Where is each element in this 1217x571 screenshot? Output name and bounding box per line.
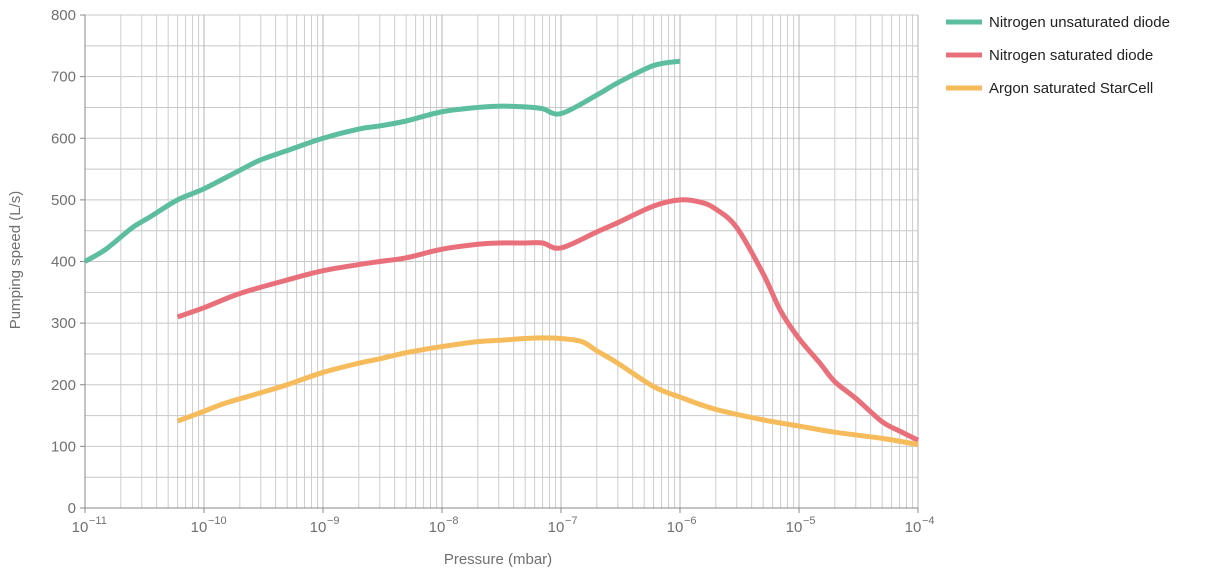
x-tick-exponent: −10 xyxy=(208,515,227,527)
x-tick-base: 10 xyxy=(667,519,684,536)
legend-item: Nitrogen unsaturated diode xyxy=(946,14,1170,31)
y-tick-label: 300 xyxy=(51,315,76,332)
series-line-argon-saturated-starcell xyxy=(176,335,919,447)
y-tick-label: 400 xyxy=(51,254,76,271)
x-tick-base: 10 xyxy=(786,519,803,536)
series-line-nitrogen-saturated-diode xyxy=(176,197,920,443)
y-tick-label: 700 xyxy=(51,69,76,86)
x-tick-label: 10 −5 xyxy=(786,515,816,536)
x-tick-label: 10 −11 xyxy=(72,515,107,536)
x-tick-exponent: −6 xyxy=(684,515,697,527)
x-tick-labels: 10 −11 10 −10 10 −9 10 −8 10 −7 10 −6 10 −5 10 −4 xyxy=(72,515,935,536)
x-tick-exponent: −7 xyxy=(565,515,578,527)
x-axis-title: Pressure (mbar) xyxy=(444,551,552,568)
x-tick-exponent: −11 xyxy=(89,515,107,527)
y-tick-labels: 0 100 200 300 400 500 600 700 800 xyxy=(51,7,76,517)
series-line-nitrogen-unsaturated-diode xyxy=(83,58,681,264)
x-tick-exponent: −8 xyxy=(446,515,459,527)
x-tick-label: 10 −6 xyxy=(667,515,697,536)
x-tick-label: 10 −4 xyxy=(905,515,935,536)
x-tick-exponent: −4 xyxy=(922,515,935,527)
x-tick-base: 10 xyxy=(429,519,446,536)
y-axis-title: Pumping speed (L/s) xyxy=(7,191,24,329)
legend-item: Nitrogen saturated diode xyxy=(946,47,1153,64)
y-tick-label: 500 xyxy=(51,192,76,209)
y-tick-label: 100 xyxy=(51,438,76,455)
x-tick-exponent: −9 xyxy=(327,515,340,527)
x-tick-base: 10 xyxy=(310,519,327,536)
x-tick-exponent: −5 xyxy=(803,515,816,527)
legend-label: Nitrogen saturated diode xyxy=(989,47,1153,64)
x-tick-label: 10 −10 xyxy=(191,515,227,536)
x-tick-base: 10 xyxy=(905,519,922,536)
legend: Nitrogen unsaturated diode Nitrogen satur… xyxy=(946,14,1170,97)
x-tick-base: 10 xyxy=(548,519,565,536)
x-tick-label: 10 −8 xyxy=(429,515,459,536)
grid xyxy=(84,14,919,509)
y-tick-label: 0 xyxy=(68,500,76,517)
legend-item: Argon saturated StarCell xyxy=(946,80,1153,97)
x-tick-base: 10 xyxy=(72,519,89,536)
x-tick-label: 10 −7 xyxy=(548,515,578,536)
y-tick-label: 600 xyxy=(51,130,76,147)
legend-label: Argon saturated StarCell xyxy=(989,80,1153,97)
x-tick-base: 10 xyxy=(191,519,208,536)
x-tick-label: 10 −9 xyxy=(310,515,340,536)
series-lines xyxy=(83,58,920,447)
y-tick-label: 800 xyxy=(51,7,76,24)
y-tick-label: 200 xyxy=(51,377,76,394)
legend-label: Nitrogen unsaturated diode xyxy=(989,14,1170,31)
